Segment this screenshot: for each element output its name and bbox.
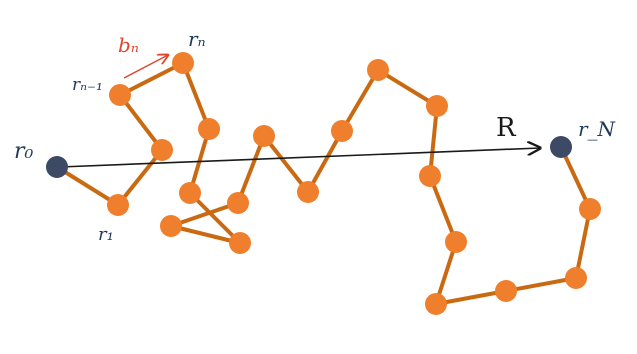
- label-bn: bₙ: [118, 33, 139, 57]
- chain-bead: [419, 165, 441, 187]
- chain-bond: [428, 104, 439, 178]
- chain-bond: [306, 129, 344, 194]
- chain-bond: [428, 174, 458, 244]
- chain-bond: [559, 145, 592, 211]
- chain-beads: [46, 52, 601, 315]
- chain-bead: [426, 95, 448, 117]
- bead-rN: [550, 136, 572, 158]
- chain-bead: [565, 267, 587, 289]
- label-rN: r_N: [578, 117, 617, 141]
- chain-bead: [179, 182, 201, 204]
- chain-bead: [253, 125, 275, 147]
- chain-bond: [236, 134, 266, 205]
- chain-bead: [579, 198, 601, 220]
- chain-bead: [297, 181, 319, 203]
- chain-bead: [495, 280, 517, 302]
- chain-bond: [169, 224, 242, 245]
- chain-bead: [107, 194, 129, 216]
- chain-bond: [169, 201, 240, 228]
- chain-bead: [198, 118, 220, 140]
- chain-bond: [55, 165, 120, 207]
- chain-bond: [116, 148, 164, 207]
- label-R: R: [496, 113, 517, 143]
- chain-bead: [227, 192, 249, 214]
- label-r1: r₁: [98, 224, 114, 245]
- chain-bead: [367, 59, 389, 81]
- chain-bond: [434, 289, 508, 306]
- chain-bond: [188, 191, 242, 245]
- chain-bead: [151, 139, 173, 161]
- chain-bead: [229, 232, 251, 254]
- bond-vector-bn-arrow: [123, 55, 168, 79]
- label-rn-minus-1: rₙ₋₁: [72, 75, 103, 95]
- chain-bond: [262, 134, 310, 194]
- chain-bond: [376, 68, 439, 108]
- chain-bond: [340, 68, 380, 133]
- chain-bead: [331, 120, 353, 142]
- chain-bead: [172, 52, 194, 74]
- chain-bond: [118, 61, 185, 97]
- bead-r0: [46, 156, 68, 178]
- chain-bond: [181, 61, 211, 131]
- chain-bonds: [55, 61, 592, 306]
- label-r0: r₀: [14, 139, 34, 164]
- chain-bead: [160, 215, 182, 237]
- chain-bond: [118, 93, 164, 152]
- chain-bead: [109, 84, 131, 106]
- chain-bond: [504, 276, 578, 293]
- chain-bead: [425, 293, 447, 315]
- chain-bead: [445, 231, 467, 253]
- chain-bond: [574, 207, 592, 280]
- end-to-end-vector: [59, 148, 540, 168]
- label-rn: rₙ: [188, 27, 206, 51]
